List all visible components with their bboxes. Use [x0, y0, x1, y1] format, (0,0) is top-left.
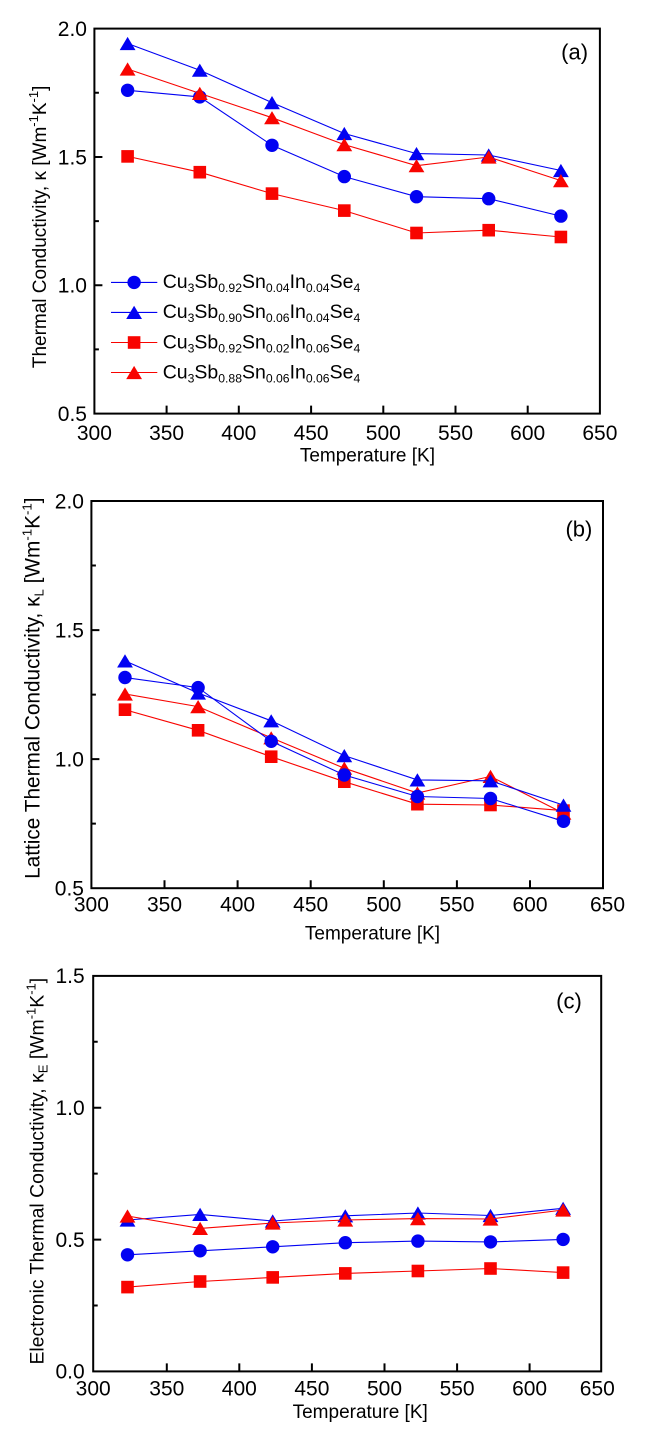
svg-text:Electronic Thermal Conductivit: Electronic Thermal Conductivity, κE [Wm-…	[23, 978, 50, 1365]
svg-text:500: 500	[366, 894, 401, 917]
svg-text:600: 600	[512, 1377, 547, 1400]
svg-text:0.5: 0.5	[55, 878, 84, 901]
svg-text:450: 450	[294, 422, 329, 445]
svg-text:0.5: 0.5	[58, 403, 87, 426]
svg-text:550: 550	[440, 1377, 475, 1400]
svg-text:400: 400	[220, 894, 255, 917]
svg-text:1.5: 1.5	[55, 965, 84, 988]
svg-text:300: 300	[77, 422, 112, 445]
svg-text:650: 650	[580, 1377, 615, 1400]
svg-text:1.5: 1.5	[55, 619, 84, 642]
svg-text:(a): (a)	[561, 40, 588, 65]
svg-text:1.5: 1.5	[58, 146, 87, 169]
svg-text:300: 300	[74, 894, 109, 917]
svg-text:400: 400	[222, 1377, 257, 1400]
svg-text:350: 350	[147, 894, 182, 917]
svg-text:400: 400	[221, 422, 256, 445]
svg-text:(c): (c)	[556, 989, 582, 1014]
svg-text:550: 550	[439, 894, 474, 917]
svg-text:650: 650	[582, 422, 617, 445]
svg-text:2.0: 2.0	[58, 18, 87, 41]
svg-text:Lattice Thermal Conductivity,: Lattice Thermal Conductivity, κL [Wm-1K-…	[20, 497, 47, 878]
svg-text:500: 500	[367, 1377, 402, 1400]
svg-text:(b): (b)	[565, 517, 592, 542]
svg-text:300: 300	[76, 1377, 111, 1400]
svg-text:1.0: 1.0	[58, 275, 87, 298]
svg-text:Thermal Conductivity, κ [Wm-1K: Thermal Conductivity, κ [Wm-1K-1]	[26, 86, 51, 369]
svg-text:650: 650	[590, 894, 625, 917]
svg-text:0.5: 0.5	[55, 1229, 84, 1252]
svg-text:2.0: 2.0	[55, 490, 84, 513]
svg-text:600: 600	[512, 894, 547, 917]
svg-text:600: 600	[510, 422, 545, 445]
svg-text:Temperature [K]: Temperature [K]	[305, 924, 440, 945]
svg-text:1.0: 1.0	[55, 1097, 84, 1120]
svg-text:Cu3Sb0.92Sn0.02In0.06Se4: Cu3Sb0.92Sn0.02In0.06Se4	[163, 331, 361, 355]
svg-text:Temperature [K]: Temperature [K]	[293, 1402, 428, 1423]
svg-text:0.0: 0.0	[55, 1361, 84, 1384]
svg-text:450: 450	[294, 1377, 329, 1400]
svg-text:550: 550	[438, 422, 473, 445]
svg-text:450: 450	[293, 894, 328, 917]
svg-text:350: 350	[149, 1377, 184, 1400]
svg-text:Temperature [K]: Temperature [K]	[300, 446, 435, 467]
svg-text:Cu3Sb0.92Sn0.04In0.04Se4: Cu3Sb0.92Sn0.04In0.04Se4	[163, 271, 361, 295]
svg-text:500: 500	[366, 422, 401, 445]
svg-text:1.0: 1.0	[55, 748, 84, 771]
svg-text:350: 350	[149, 422, 184, 445]
